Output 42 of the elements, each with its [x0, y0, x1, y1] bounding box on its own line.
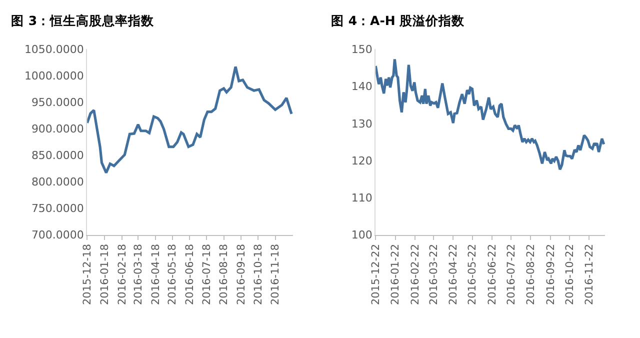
x-tick-label: 2015-12-22 — [370, 244, 382, 306]
y-tick-label: 100 — [351, 228, 372, 242]
x-tick-label: 2016-05-18 — [166, 244, 179, 306]
x-tick-label: 2016-04-18 — [150, 244, 162, 306]
x-tick-label: 2016-11-22 — [584, 244, 596, 306]
y-tick-label: 950.0000 — [31, 96, 84, 110]
y-tick-label: 1050.0000 — [24, 43, 84, 56]
x-tick-label: 2016-06-22 — [486, 244, 498, 306]
line-series — [376, 58, 606, 171]
x-tick-label: 2016-04-22 — [448, 244, 460, 306]
y-tick-label: 140 — [351, 80, 372, 94]
y-tick-label: 120 — [351, 154, 372, 168]
y-tick-label: 900.0000 — [31, 122, 84, 136]
x-tick-label: 2016-02-18 — [116, 244, 128, 306]
x-tick-label: 2015-12-18 — [82, 244, 94, 306]
x-tick-label: 2016-08-22 — [525, 244, 538, 306]
y-tick-label: 850.0000 — [31, 149, 84, 162]
y-tick-label: 110 — [351, 192, 372, 205]
x-tick-label: 2016-01-22 — [390, 244, 402, 306]
y-tick-label: 800.0000 — [31, 176, 84, 189]
x-tick-label: 2016-11-18 — [270, 244, 282, 306]
x-tick-label: 2016-08-18 — [218, 244, 230, 306]
line-series — [87, 65, 293, 174]
x-tick-label: 2016-03-22 — [428, 244, 440, 306]
chart-title: 图 3：恒生高股息率指数 — [11, 13, 156, 28]
x-tick-label: 2016-10-18 — [252, 244, 264, 306]
x-tick-label: 2016-03-18 — [132, 244, 145, 306]
y-tick-label: 750.0000 — [31, 202, 84, 216]
chart-title: 图 4：A-H 股溢价指数 — [331, 13, 466, 28]
y-tick-label: 700.0000 — [31, 228, 84, 242]
x-tick-label: 2016-02-22 — [409, 244, 422, 306]
x-tick-label: 2016-01-18 — [98, 244, 111, 306]
x-tick-label: 2016-07-18 — [200, 244, 213, 306]
x-tick-label: 2016-09-18 — [236, 244, 248, 306]
y-tick-label: 150 — [351, 43, 372, 56]
x-tick-label: 2016-10-22 — [564, 244, 576, 306]
x-tick-label: 2016-05-22 — [466, 244, 479, 306]
y-tick-label: 1000.0000 — [24, 70, 84, 83]
x-tick-label: 2016-07-22 — [505, 244, 518, 306]
y-tick-label: 130 — [351, 117, 372, 130]
x-tick-label: 2016-06-18 — [184, 244, 196, 306]
x-tick-label: 2016-09-22 — [544, 244, 557, 306]
